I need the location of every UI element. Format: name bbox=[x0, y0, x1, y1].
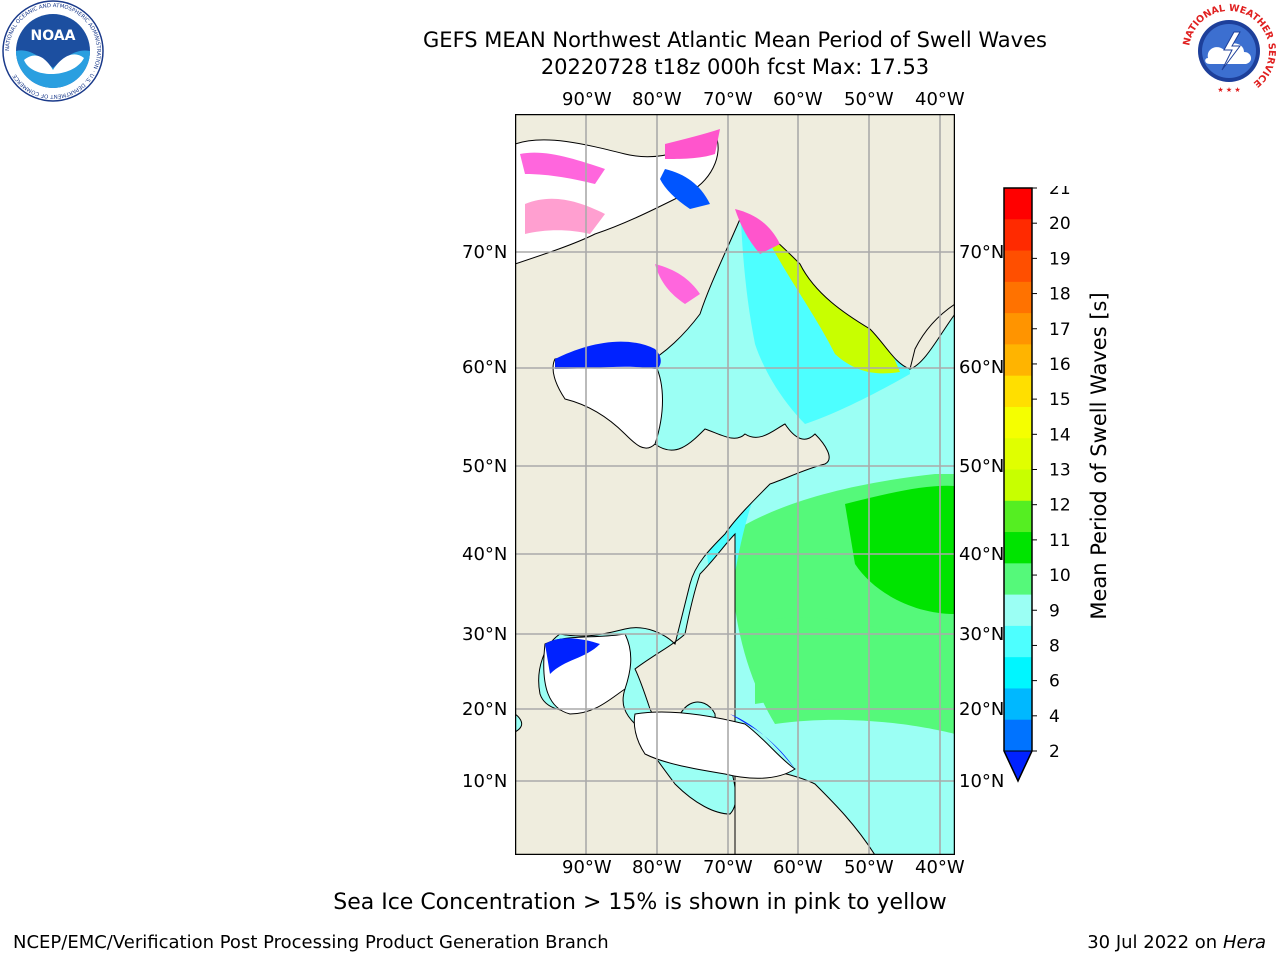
colorbar-swatch bbox=[1004, 250, 1032, 283]
sea-ice-2 bbox=[525, 198, 605, 234]
colorbar-swatch bbox=[1004, 219, 1032, 252]
colorbar-swatch bbox=[1004, 532, 1032, 564]
lon-label-top: 50°W bbox=[844, 89, 894, 110]
colorbar-swatch bbox=[1004, 500, 1032, 533]
colorbar-tick-label: 21 bbox=[1049, 186, 1071, 199]
lon-label-top: 40°W bbox=[915, 89, 965, 110]
chart-subtitle: 20220728 t18z 000h fcst Max: 17.53 bbox=[540, 55, 930, 79]
lat-label-left: 70°N bbox=[462, 242, 508, 263]
map-frame bbox=[515, 114, 955, 855]
lon-label-top: 60°W bbox=[773, 89, 823, 110]
swell-region-11s bbox=[845, 485, 955, 614]
swell-region-9s-south bbox=[755, 617, 955, 714]
chart-title: GEFS MEAN Northwest Atlantic Mean Period… bbox=[423, 28, 1047, 52]
colorbar-tick-label: 9 bbox=[1049, 601, 1060, 621]
nws-logo: NATIONAL WEATHER SERVICE ★ ★ ★ bbox=[1180, 2, 1278, 100]
colorbar-tick-label: 19 bbox=[1049, 249, 1071, 269]
colorbar-tick-label: 20 bbox=[1049, 214, 1071, 234]
colorbar-swatches bbox=[1003, 187, 1033, 783]
colorbar-tick-label: 14 bbox=[1049, 425, 1071, 445]
colorbar-swatch bbox=[1004, 188, 1032, 220]
colorbar-tick-label: 16 bbox=[1049, 355, 1071, 375]
colorbar-tick-label: 8 bbox=[1049, 636, 1060, 656]
lat-label-right: 70°N bbox=[959, 242, 1005, 263]
colorbar-swatch bbox=[1004, 657, 1032, 689]
colorbar-tick-label: 4 bbox=[1049, 707, 1060, 727]
colorbar-swatch bbox=[1004, 563, 1032, 596]
sea-ice-5 bbox=[655, 264, 700, 304]
lat-label-left: 40°N bbox=[462, 544, 508, 565]
caribbean-sea bbox=[633, 711, 796, 779]
colorbar-swatch bbox=[1004, 438, 1032, 470]
colorbar-frame bbox=[1003, 187, 1033, 783]
noaa-logo-text: NOAA bbox=[31, 28, 76, 44]
lon-label-bottom: 90°W bbox=[562, 857, 612, 878]
lon-label-bottom: 60°W bbox=[773, 857, 823, 878]
lat-label-right: 60°N bbox=[959, 357, 1005, 378]
colorbar-swatch bbox=[1004, 469, 1032, 502]
foxe-basin-swell bbox=[660, 169, 710, 209]
colorbar-swatch bbox=[1004, 719, 1032, 752]
colorbar: 21 20 19 18 17 16 15 14 13 12 11 10 9 8 6 4 2 Mean Perio… bbox=[1003, 186, 1111, 783]
lat-label-left: 50°N bbox=[462, 456, 508, 477]
lon-label-bottom: 40°W bbox=[915, 857, 965, 878]
lat-label-right: 30°N bbox=[959, 624, 1005, 645]
hudson-bay-short-swell bbox=[555, 341, 661, 369]
colorbar-label: Mean Period of Swell Waves [s] bbox=[1087, 292, 1111, 619]
lon-label-top: 90°W bbox=[562, 89, 612, 110]
svg-text:★ ★ ★: ★ ★ ★ bbox=[1217, 86, 1240, 94]
run-host: Hera bbox=[1222, 932, 1266, 953]
colorbar-swatch bbox=[1004, 344, 1032, 377]
lat-label-left: 30°N bbox=[462, 624, 508, 645]
colorbar-extend-arrow bbox=[1003, 750, 1033, 783]
lon-label-bottom: 80°W bbox=[632, 857, 682, 878]
lon-label-bottom: 70°W bbox=[703, 857, 753, 878]
colorbar-tick-label: 2 bbox=[1049, 742, 1060, 762]
lat-label-left: 10°N bbox=[462, 771, 508, 792]
run-date-text: 30 Jul 2022 on bbox=[1087, 932, 1223, 953]
map-gridlines bbox=[515, 114, 955, 855]
sea-ice-note: Sea Ice Concentration > 15% is shown in … bbox=[333, 890, 947, 915]
map-area bbox=[515, 114, 955, 855]
colorbar-ticks: 21 20 19 18 17 16 15 14 13 12 11 10 9 8 6 4 2 bbox=[1032, 186, 1071, 762]
colorbar-tick-label: 17 bbox=[1049, 320, 1071, 340]
lat-label-right: 40°N bbox=[959, 544, 1005, 565]
credit-text: NCEP/EMC/Verification Post Processing Pr… bbox=[13, 932, 609, 953]
sea-ice-4 bbox=[735, 209, 780, 254]
lat-label-left: 20°N bbox=[462, 699, 508, 720]
colorbar-tick-label: 6 bbox=[1049, 672, 1060, 692]
colorbar-swatch bbox=[1004, 375, 1032, 408]
sea-ice-3 bbox=[665, 129, 720, 159]
colorbar-swatch bbox=[1004, 625, 1032, 658]
colorbar-tick-label: 15 bbox=[1049, 390, 1071, 410]
colorbar-swatch bbox=[1004, 688, 1032, 721]
colorbar-swatch bbox=[1004, 313, 1032, 345]
lon-label-top: 80°W bbox=[632, 89, 682, 110]
colorbar-tick-label: 11 bbox=[1049, 531, 1071, 551]
colorbar-swatch bbox=[1004, 594, 1032, 627]
lon-label-top: 70°W bbox=[703, 89, 753, 110]
noaa-logo: NATIONAL OCEANIC AND ATMOSPHERIC ADMINIS… bbox=[2, 0, 104, 102]
colorbar-swatch bbox=[1004, 406, 1032, 439]
colorbar-tick-label: 12 bbox=[1049, 496, 1071, 516]
lat-label-right: 20°N bbox=[959, 699, 1005, 720]
run-date: 30 Jul 2022 on Hera bbox=[1087, 932, 1266, 953]
colorbar-tick-label: 13 bbox=[1049, 461, 1071, 481]
colorbar-swatch bbox=[1004, 281, 1032, 314]
lat-label-right: 50°N bbox=[959, 456, 1005, 477]
lon-label-bottom: 50°W bbox=[844, 857, 894, 878]
colorbar-tick-label: 18 bbox=[1049, 285, 1071, 305]
lat-label-left: 60°N bbox=[462, 357, 508, 378]
colorbar-tick-label: 10 bbox=[1049, 566, 1071, 586]
lat-label-right: 10°N bbox=[959, 771, 1005, 792]
sea-ice-1 bbox=[520, 152, 605, 184]
